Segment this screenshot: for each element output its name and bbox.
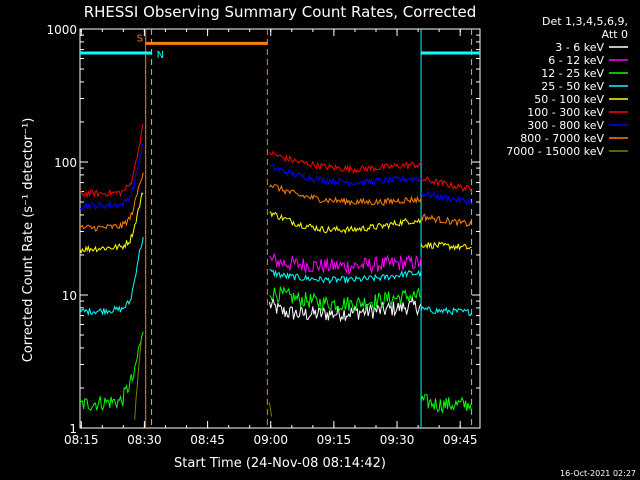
series-line xyxy=(79,192,144,254)
series-line xyxy=(269,150,422,175)
y-tick-label: 100 xyxy=(54,156,77,170)
series-line xyxy=(134,341,142,420)
y-tick-label: 1 xyxy=(69,422,77,436)
legend-header: Det 1,3,4,5,6,9, xyxy=(542,15,628,28)
series-line xyxy=(269,285,422,313)
legend-header: Att 0 xyxy=(602,28,628,41)
x-tick-label: 08:45 xyxy=(190,433,225,447)
series-line xyxy=(269,184,422,207)
series-line xyxy=(420,393,473,415)
legend-label: 7000 - 15000 keV xyxy=(506,145,604,158)
legend-label: 12 - 25 keV xyxy=(541,67,604,80)
series-line xyxy=(420,190,473,207)
x-tick-label: 09:30 xyxy=(380,433,415,447)
x-tick-label: 09:45 xyxy=(443,433,478,447)
legend-label: 100 - 300 keV xyxy=(527,106,604,119)
vertical-markers: SN xyxy=(80,29,480,428)
series-line xyxy=(79,172,144,232)
x-tick-label: 08:30 xyxy=(127,433,162,447)
span-label: N xyxy=(157,50,164,61)
chart-title: RHESSI Observing Summary Count Rates, Co… xyxy=(84,3,477,21)
legend-label: 50 - 100 keV xyxy=(534,93,604,106)
series-line xyxy=(269,252,422,275)
series-line xyxy=(79,237,144,317)
x-tick-label: 09:15 xyxy=(317,433,352,447)
series-line xyxy=(269,402,273,417)
x-tick-label: 08:15 xyxy=(64,433,99,447)
axes-group: 08:15 08:30 08:45 09:00 09:15 09:30 09:45 1 10 10… xyxy=(46,23,481,447)
series-line xyxy=(420,176,473,193)
y-tick-label: 1000 xyxy=(46,23,77,37)
series-line xyxy=(269,269,422,285)
y-axis-label: Corrected Count Rate (s⁻¹ detector⁻¹) xyxy=(21,118,36,363)
x-tick-label: 09:00 xyxy=(253,433,288,447)
series-group xyxy=(79,124,473,420)
plot-frame xyxy=(79,28,481,429)
legend-label: 300 - 800 keV xyxy=(527,119,604,132)
series-line xyxy=(79,331,144,412)
generated-date: 16-Oct-2021 02:27 xyxy=(560,469,636,478)
span-label: S xyxy=(137,33,143,44)
legend-label: 6 - 12 keV xyxy=(548,54,604,67)
series-line xyxy=(420,305,473,317)
series-line xyxy=(79,124,144,199)
legend-label: 3 - 6 keV xyxy=(555,41,604,54)
x-axis-label: Start Time (24-Nov-08 08:14:42) xyxy=(174,456,386,471)
series-line xyxy=(269,296,422,323)
series-line xyxy=(79,143,144,211)
y-tick-label: 10 xyxy=(62,289,77,303)
legend-label: 25 - 50 keV xyxy=(541,80,604,93)
series-line xyxy=(269,163,422,187)
series-line xyxy=(420,213,473,228)
legend-label: 800 - 7000 keV xyxy=(520,132,604,145)
series-line xyxy=(269,211,422,235)
series-line xyxy=(420,241,472,251)
